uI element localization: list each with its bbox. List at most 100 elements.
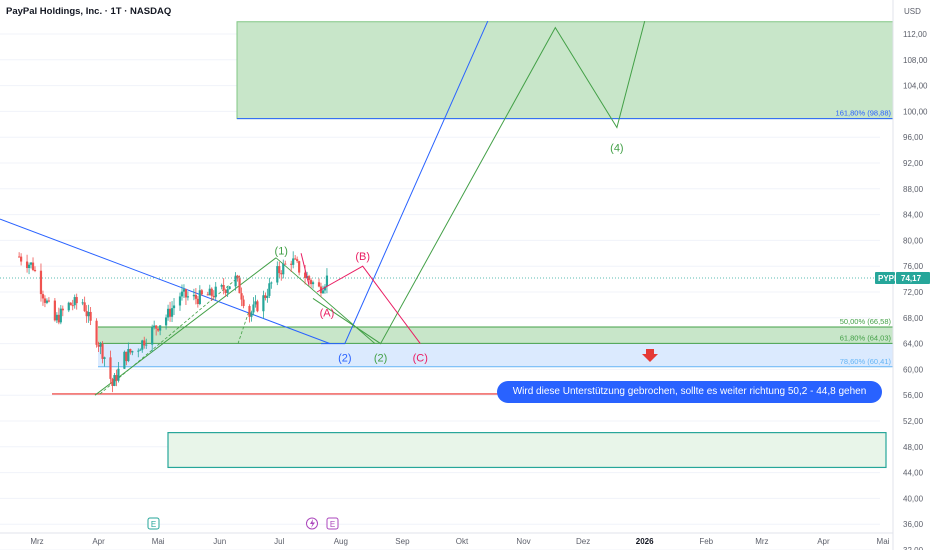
candle-body xyxy=(276,266,279,283)
price-tick: 84,00 xyxy=(903,211,924,220)
earnings-label-2: E xyxy=(330,520,335,529)
current-price-badge xyxy=(896,272,930,285)
earnings-icon xyxy=(147,517,160,530)
candle-body xyxy=(228,286,231,290)
candle-body xyxy=(41,294,45,299)
candle-body xyxy=(238,278,241,294)
candle-body xyxy=(159,325,162,331)
candle-body xyxy=(180,291,184,297)
candle-body xyxy=(143,340,146,346)
candle-body xyxy=(75,297,78,304)
wave-label: (A) xyxy=(320,308,335,320)
price-tick: 112,00 xyxy=(903,30,927,39)
candle-body xyxy=(20,256,23,262)
candle-body xyxy=(83,302,86,312)
candle-body xyxy=(71,305,74,307)
candle-body xyxy=(248,306,251,317)
wave-label: (B) xyxy=(355,251,370,263)
candle-body xyxy=(141,340,144,350)
candle-body xyxy=(254,301,257,305)
candle-body xyxy=(47,300,51,302)
fib-levels-layer: 161,80% (98,88) 50,00% (66,58) 61,80% (64,… xyxy=(98,109,893,368)
price-tick: 36,00 xyxy=(903,520,924,529)
price-tick: 88,00 xyxy=(903,185,924,194)
price-tick: 92,00 xyxy=(903,159,924,168)
time-tick: Apr xyxy=(92,537,105,546)
time-tick: Okt xyxy=(456,537,469,546)
candle-body xyxy=(309,280,313,285)
note-bubble[interactable]: Wird diese Unterstützung gebrochen, soll… xyxy=(497,381,882,403)
price-tick: 56,00 xyxy=(903,391,924,400)
candle-body xyxy=(99,343,102,347)
time-tick: Feb xyxy=(699,537,713,546)
zones-layer xyxy=(98,21,894,469)
price-tick: 72,00 xyxy=(903,288,924,297)
support-zone-green xyxy=(98,326,893,344)
candle-body xyxy=(303,272,307,279)
candle-body xyxy=(33,269,37,271)
candle-body xyxy=(45,300,49,303)
candle-body xyxy=(270,282,273,284)
time-tick: Jun xyxy=(213,537,226,546)
candle-body xyxy=(67,302,70,311)
candle-body xyxy=(55,314,58,321)
candle-body xyxy=(115,375,118,381)
candle-body xyxy=(39,270,43,295)
candle-body xyxy=(178,296,182,306)
symbol-badge xyxy=(875,272,895,285)
candle-body xyxy=(69,302,72,306)
candle-body xyxy=(151,327,154,345)
price-axis[interactable]: USD 112,00 108,00 104,00 100,00 96,00 92,00 88,… xyxy=(875,0,932,550)
candle-body xyxy=(198,290,201,305)
candle-body xyxy=(25,261,29,269)
candle-body xyxy=(194,294,197,299)
candle-body xyxy=(298,261,301,273)
candle-body xyxy=(111,378,114,386)
candle-body xyxy=(214,286,217,298)
candle-body xyxy=(87,311,90,317)
green-path xyxy=(312,20,646,345)
price-tick: 80,00 xyxy=(903,236,924,245)
price-tick: 76,00 xyxy=(903,262,924,271)
candle-body xyxy=(192,294,195,297)
wave-label: (2) xyxy=(374,353,387,365)
candle-body xyxy=(113,375,116,386)
candle-body xyxy=(212,295,215,298)
candle-body xyxy=(168,308,172,317)
candle-body xyxy=(95,320,98,345)
candle-body xyxy=(210,288,213,296)
price-tick: 100,00 xyxy=(903,107,928,116)
time-tick: Sep xyxy=(395,537,410,546)
time-tick: Jul xyxy=(274,537,284,546)
candle-body xyxy=(284,263,287,265)
price-tick: 108,00 xyxy=(903,56,928,65)
price-tick: 96,00 xyxy=(903,133,924,142)
candle-body xyxy=(296,259,299,262)
candle-body xyxy=(224,289,227,294)
price-tick: 104,00 xyxy=(903,82,928,91)
candle-body xyxy=(311,282,315,285)
candle-body xyxy=(172,305,176,309)
candle-body xyxy=(123,351,126,369)
time-tick: Mrz xyxy=(755,537,768,546)
red-path xyxy=(316,265,421,344)
time-tick: Nov xyxy=(516,537,530,546)
candle-body xyxy=(117,368,120,381)
candle-body xyxy=(61,308,64,311)
candle-body xyxy=(184,289,188,298)
candle-body xyxy=(294,258,297,260)
candle-body xyxy=(53,300,56,321)
candle-body xyxy=(208,288,211,296)
wave-label: (C) xyxy=(413,353,428,365)
candle-body xyxy=(220,285,223,287)
target-zone xyxy=(236,21,894,120)
candle-body xyxy=(18,256,21,258)
price-tick: 60,00 xyxy=(903,365,924,374)
price-tick: 48,00 xyxy=(903,443,924,452)
time-axis[interactable]: Mrz Apr Mai Jun Jul Aug Sep Okt Nov Dez 2026 Feb Mrz… xyxy=(0,532,893,546)
price-tick: 68,00 xyxy=(903,314,924,323)
time-tick: Apr xyxy=(817,537,830,546)
candle-body xyxy=(262,295,265,312)
